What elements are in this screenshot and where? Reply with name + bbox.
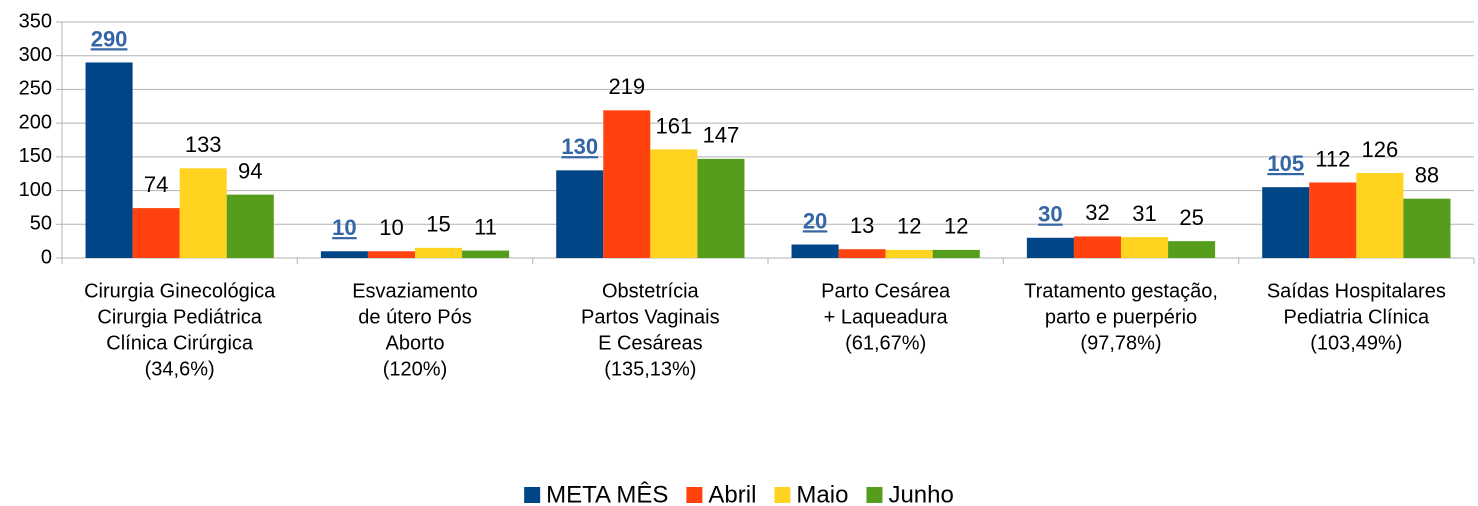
legend-label: Abril	[708, 481, 756, 506]
x-tick-label: + Laqueadura	[824, 306, 949, 328]
x-tick-label: E Cesáreas	[598, 332, 703, 354]
y-tick-label: 300	[19, 44, 52, 66]
x-tick-label: Obstetrícia	[602, 280, 700, 302]
bar	[932, 249, 980, 258]
x-tick-label: Partos Vaginais	[581, 306, 720, 328]
value-label: 161	[656, 113, 693, 138]
bar	[367, 251, 415, 258]
value-label: 290	[91, 26, 128, 51]
bar	[1403, 198, 1451, 258]
bar	[132, 208, 180, 258]
value-label: 74	[144, 172, 168, 197]
value-label: 12	[897, 214, 921, 239]
bar	[697, 158, 745, 258]
bar	[1309, 182, 1357, 258]
value-label: 219	[608, 74, 645, 99]
legend-swatch	[524, 487, 541, 503]
bar	[650, 149, 698, 258]
y-tick-label: 350	[19, 10, 52, 32]
bar	[320, 251, 368, 258]
x-tick-label: de útero Pós	[358, 306, 471, 328]
y-tick-label: 50	[30, 213, 52, 235]
x-tick-label: Tratamento gestação,	[1024, 280, 1218, 302]
value-label: 25	[1179, 205, 1203, 230]
value-label: 32	[1085, 200, 1109, 225]
x-tick-label: Clínica Cirúrgica	[106, 332, 254, 354]
value-label: 20	[803, 208, 827, 233]
bar	[462, 250, 510, 258]
bar	[1121, 237, 1169, 258]
x-tick-label: (61,67%)	[845, 332, 926, 354]
x-tick-label: Saídas Hospitalares	[1267, 280, 1446, 302]
value-label: 13	[850, 213, 874, 238]
value-label: 112	[1315, 146, 1350, 171]
x-tick-label: (120%)	[383, 358, 447, 380]
x-tick-label: parto e puerpério	[1045, 306, 1197, 328]
legend-label: META MÊS	[546, 481, 668, 506]
bar	[1168, 241, 1216, 258]
value-label: 10	[332, 215, 356, 240]
x-tick-label: Parto Cesárea	[821, 280, 951, 302]
y-tick-label: 250	[19, 78, 52, 100]
x-tick-label: Cirurgia Pediátrica	[97, 306, 262, 328]
bar	[85, 62, 133, 259]
bar	[1262, 187, 1310, 258]
value-label: 94	[238, 158, 262, 183]
value-label: 130	[561, 134, 598, 159]
bar	[885, 249, 933, 258]
x-tick-label: Aborto	[386, 332, 445, 354]
x-tick-label: (103,49%)	[1310, 332, 1402, 354]
bar	[179, 168, 227, 258]
bar	[838, 249, 886, 258]
value-label: 10	[379, 215, 403, 240]
value-label: 31	[1132, 201, 1156, 226]
bar	[603, 110, 651, 259]
x-tick-label: Esvaziamento	[352, 280, 478, 302]
bar	[415, 247, 463, 258]
x-tick-label: (97,78%)	[1080, 332, 1161, 354]
y-tick-label: 100	[19, 179, 52, 201]
value-label: 30	[1038, 202, 1062, 227]
value-label: 105	[1267, 151, 1304, 176]
legend-swatch	[686, 487, 703, 503]
value-label: 147	[703, 123, 740, 148]
bar	[226, 194, 274, 258]
legend-label: Junho	[888, 481, 953, 506]
x-tick-label: Cirurgia Ginecológica	[84, 280, 276, 302]
value-label: 133	[185, 132, 222, 157]
bar	[556, 170, 604, 258]
bar	[1356, 173, 1404, 258]
value-label: 12	[944, 214, 968, 239]
bar	[1073, 236, 1121, 258]
value-label: 88	[1415, 162, 1439, 187]
x-tick-label: (135,13%)	[604, 358, 696, 380]
legend-swatch	[866, 487, 883, 503]
value-label: 126	[1362, 137, 1399, 162]
y-tick-label: 150	[19, 145, 52, 167]
bar	[791, 244, 839, 258]
value-label: 15	[426, 212, 450, 237]
bar	[1026, 237, 1074, 258]
value-label: 11	[474, 214, 497, 239]
x-tick-label: (34,6%)	[145, 358, 215, 380]
legend-label: Maio	[796, 481, 848, 506]
legend-swatch	[774, 487, 791, 503]
y-tick-label: 200	[19, 111, 52, 133]
x-tick-label: Pediatria Clínica	[1284, 306, 1431, 328]
y-tick-label: 0	[41, 246, 52, 268]
